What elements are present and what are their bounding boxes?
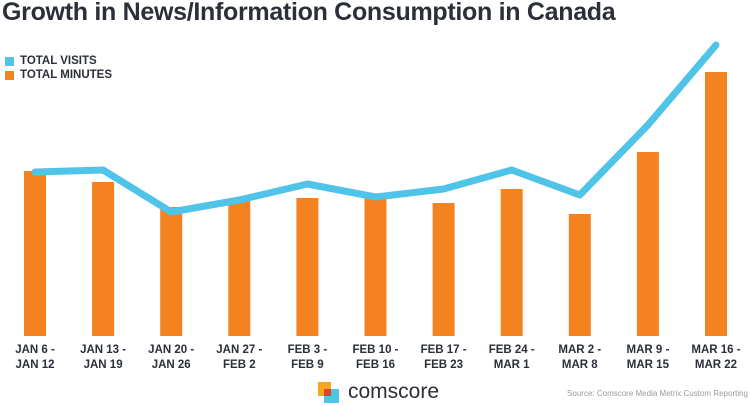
legend-item-visits: TOTAL VISITS — [5, 55, 97, 67]
x-tick-label: MAR 9 - — [626, 344, 669, 356]
x-tick-label: FEB 9 — [291, 359, 324, 371]
bar-total-minutes — [500, 189, 523, 336]
bar-total-minutes — [228, 198, 251, 336]
x-tick-label: MAR 1 — [494, 359, 530, 371]
bar-total-minutes — [705, 72, 727, 336]
legend-label-visits: TOTAL VISITS — [20, 55, 97, 67]
x-tick-label: JAN 26 — [152, 359, 191, 371]
comscore-logo-icon — [318, 382, 339, 403]
source-note: Source: Comscore Media Metrix Custom Rep… — [567, 389, 748, 398]
x-tick-label: MAR 16 - — [691, 344, 740, 356]
legend-item-minutes: TOTAL MINUTES — [5, 69, 112, 81]
bar-total-minutes — [24, 171, 46, 336]
x-tick-label: FEB 3 - — [288, 344, 328, 356]
bar-total-minutes — [636, 152, 659, 336]
x-tick-label: FEB 10 - — [352, 344, 398, 356]
x-tick-label: FEB 17 - — [421, 344, 467, 356]
x-tick-label: MAR 2 - — [558, 344, 601, 356]
x-tick-label: FEB 23 — [424, 359, 463, 371]
bar-total-minutes — [568, 214, 591, 336]
x-tick-label: JAN 13 - — [80, 344, 126, 356]
bar-total-minutes — [296, 198, 319, 336]
line-total-visits — [31, 41, 720, 216]
comscore-logo: comscore — [316, 380, 439, 404]
x-tick-label: MAR 22 — [695, 359, 737, 371]
x-tick-label: MAR 8 — [562, 359, 598, 371]
x-tick-label: FEB 24 - — [489, 344, 535, 356]
chart-title: Growth in News/Information Consumption i… — [2, 0, 616, 26]
legend-label-minutes: TOTAL MINUTES — [20, 69, 112, 81]
bar-total-minutes — [92, 182, 115, 336]
bar-total-minutes — [160, 207, 183, 336]
bar-total-minutes — [364, 198, 387, 336]
legend-swatch-minutes — [5, 70, 14, 80]
x-tick-label: FEB 16 — [356, 359, 395, 371]
bar-total-minutes — [432, 203, 455, 336]
x-tick-label: JAN 20 - — [148, 344, 194, 356]
x-tick-label: FEB 2 — [223, 359, 256, 371]
x-tick-label: MAR 15 — [627, 359, 670, 371]
x-tick-label: JAN 12 — [16, 359, 55, 371]
x-tick-label: JAN 27 - — [216, 344, 262, 356]
comscore-logo-text: comscore — [348, 380, 440, 403]
legend-swatch-visits — [5, 56, 14, 66]
x-tick-label: JAN 6 - — [15, 344, 55, 356]
chart-plot: JAN 6 - JAN 12 JAN 13 - JAN 19 JAN 20 - JAN 2… — [15, 41, 741, 371]
x-tick-label: JAN 19 — [84, 359, 123, 371]
